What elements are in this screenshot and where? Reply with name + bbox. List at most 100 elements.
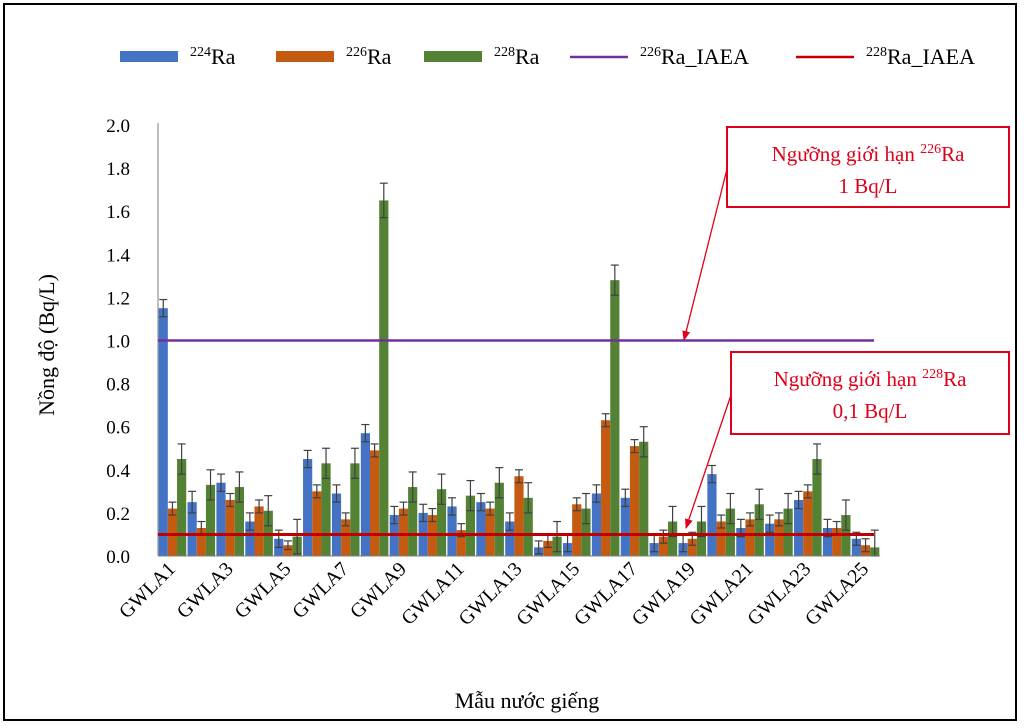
legend-label-superscript: 226: [640, 45, 661, 60]
bar-226Ra-GWLA9: [398, 508, 409, 556]
bar-228Ra-GWLA9: [408, 487, 418, 556]
bar-226Ra-GWLA13: [514, 476, 524, 556]
x-axis-title: Mẫu nước giếng: [455, 688, 600, 713]
annotation-title: Ngưỡng giới hạn 226Ra: [772, 142, 966, 166]
annotation-box: [726, 126, 1010, 208]
bar-226Ra-GWLA2: [196, 527, 206, 556]
bar-228Ra-GWLA2: [205, 484, 216, 556]
bar-224Ra-GWLA16: [591, 493, 602, 556]
bar-224Ra-GWLA23: [794, 499, 804, 556]
y-tick-label: 1.4: [106, 245, 130, 266]
error-bars: [159, 182, 879, 557]
legend-label: 226Ra_IAEA: [640, 44, 749, 69]
bar-228Ra-GWLA6: [321, 463, 331, 556]
legend-label: 228Ra_IAEA: [866, 44, 975, 69]
x-tick-label: GWLA25: [801, 558, 873, 630]
legend-label-superscript: 224: [190, 45, 211, 60]
bar-228Ra-GWLA10: [436, 489, 447, 556]
y-axis-title: Nồng độ (Bq/L): [34, 274, 59, 416]
bar-224Ra-GWLA25: [851, 538, 861, 556]
x-tick-label: GWLA5: [230, 558, 295, 623]
bar-224Ra-GWLA6: [303, 459, 313, 556]
bar-228Ra-GWLA3: [234, 487, 244, 556]
bar-224Ra-GWLA17: [620, 497, 630, 556]
bar-228Ra-GWLA8: [379, 200, 389, 556]
bar-224Ra-GWLA2: [187, 502, 197, 557]
y-tick-label: 0.8: [106, 375, 130, 396]
bar-224Ra-GWLA3: [216, 482, 226, 556]
annotation-arrow: [682, 164, 729, 341]
x-tick-label: GWLA7: [288, 558, 353, 623]
legend-label: 224Ra: [190, 44, 236, 69]
y-tick-label: 1.0: [106, 332, 130, 353]
bar-228Ra-GWLA22: [783, 508, 793, 556]
bar-228Ra-GWLA12: [494, 482, 504, 556]
legend-swatch: [120, 51, 178, 62]
bar-228Ra-GWLA16: [610, 280, 620, 556]
bar-224Ra-GWLA7: [331, 493, 342, 556]
bar-226Ra-GWLA8: [370, 450, 380, 556]
bar-226Ra-GWLA20: [716, 521, 726, 556]
bar-226Ra-GWLA7: [341, 519, 351, 556]
annotation-value: 0,1 Bq/L: [833, 399, 908, 423]
y-tick-label: 0.4: [106, 461, 130, 482]
legend-label: 228Ra: [494, 44, 540, 69]
bar-226Ra-GWLA17: [629, 446, 640, 556]
y-tick-label: 0.6: [106, 418, 130, 439]
annotation-value: 1 Bq/L: [839, 174, 898, 198]
legend-label-superscript: 228: [494, 45, 515, 60]
bar-228Ra-GWLA11: [465, 495, 476, 556]
y-tick-label: 1.6: [106, 202, 130, 223]
y-tick-label: 0.0: [106, 547, 130, 568]
annotation-title-superscript: 228: [922, 367, 943, 382]
y-axis: 0.0 0.2 0.4 0.6 0.8 1.0 1.2 1.4 1.6 1.8 2.0: [106, 116, 159, 568]
bar-224Ra-GWLA20: [707, 474, 717, 556]
legend-swatch: [276, 51, 334, 62]
bar-228Ra-GWLA21: [754, 504, 764, 556]
bar-228Ra-GWLA17: [639, 441, 649, 556]
bar-226Ra-GWLA23: [803, 491, 813, 556]
bar-228Ra-GWLA1: [177, 459, 187, 556]
bar-226Ra-GWLA11: [456, 530, 466, 556]
legend-label-base: Ra: [515, 44, 540, 69]
legend-label: 226Ra: [346, 44, 392, 69]
legend-label-base: Ra_IAEA: [887, 44, 975, 69]
bar-224Ra-GWLA13: [505, 521, 515, 556]
legend-label-base: Ra: [211, 44, 236, 69]
y-tick-label: 0.2: [106, 504, 130, 525]
reference-lines: [158, 339, 874, 536]
bar-224Ra-GWLA8: [360, 433, 370, 556]
x-axis: GWLA1GWLA3GWLA5GWLA7GWLA9GWLA11GWLA13GWL…: [115, 555, 880, 630]
bar-228Ra-GWLA15: [581, 508, 591, 556]
bar-226Ra-GWLA22: [774, 519, 784, 556]
bar-224Ra-GWLA22: [765, 523, 775, 556]
bar-226Ra-GWLA1: [167, 508, 178, 556]
bar-224Ra-GWLA1: [158, 308, 168, 556]
bar-228Ra-GWLA19: [696, 521, 707, 556]
bar-228Ra-GWLA20: [725, 508, 735, 556]
bar-226Ra-GWLA24: [832, 527, 842, 556]
bar-226Ra-GWLA18: [658, 536, 668, 556]
annotation-title-text: Ngưỡng giới hạn: [772, 142, 921, 166]
legend-label-base: Ra: [367, 44, 392, 69]
bar-226Ra-GWLA14: [543, 540, 553, 556]
legend-label-base: Ra_IAEA: [661, 44, 749, 69]
bar-226Ra-GWLA12: [485, 508, 495, 556]
annotation-arrow: [685, 391, 733, 529]
bar-224Ra-GWLA21: [736, 527, 746, 556]
annotation-title-superscript: 226: [920, 142, 941, 157]
bar-228Ra-GWLA23: [812, 459, 822, 556]
legend: 224Ra 226Ra 228Ra 226Ra_IAEA 228Ra_IAEA: [120, 44, 975, 69]
annotation-title-tail: Ra: [941, 142, 965, 166]
bar-228Ra-GWLA13: [523, 497, 533, 556]
bar-228Ra-GWLA18: [668, 521, 678, 556]
bar-226Ra-GWLA19: [687, 538, 697, 556]
bar-226Ra-GWLA5: [283, 545, 293, 556]
bar-226Ra-GWLA15: [572, 504, 582, 556]
bar-226Ra-GWLA6: [312, 491, 322, 556]
bar-224Ra-GWLA12: [476, 502, 486, 557]
annotation-title: Ngưỡng giới hạn 228Ra: [774, 367, 968, 391]
annotations: Ngưỡng giới hạn 226Ra 1 Bq/L Ngưỡng giới h…: [682, 126, 1010, 529]
bar-226Ra-GWLA3: [225, 499, 235, 556]
